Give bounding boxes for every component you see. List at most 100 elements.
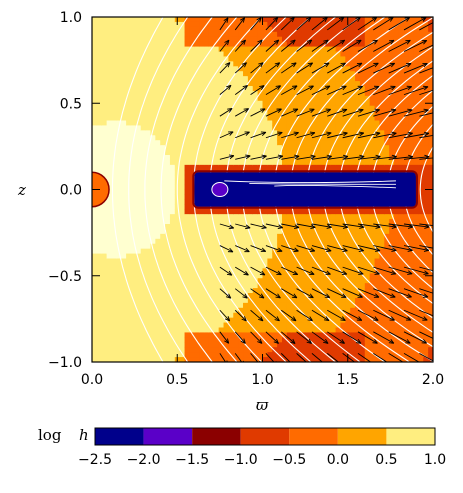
contour-cell	[165, 283, 171, 289]
contour-cell	[247, 288, 254, 294]
contour-cell	[345, 46, 351, 53]
contour-cell	[135, 243, 142, 250]
contour-cell	[204, 273, 210, 279]
contour-cell	[267, 100, 273, 107]
contour-cell	[111, 169, 117, 176]
contour-cell	[359, 120, 366, 127]
contour-cell	[130, 110, 137, 117]
contour-cell	[121, 194, 127, 200]
contour-cell	[116, 115, 122, 122]
contour-cell	[184, 332, 191, 338]
contour-cell	[194, 41, 200, 48]
contour-cell	[316, 268, 322, 274]
contour-cell	[428, 337, 433, 343]
contour-cell	[335, 332, 342, 338]
contour-cell	[204, 248, 210, 255]
contour-cell	[408, 263, 415, 269]
contour-cell	[218, 86, 225, 92]
contour-cell	[189, 130, 195, 136]
contour-cell	[189, 90, 195, 97]
contour-cell	[184, 110, 191, 117]
contour-cell	[160, 258, 166, 265]
contour-cell	[379, 342, 385, 348]
contour-cell	[121, 293, 127, 299]
contour-cell	[345, 26, 351, 33]
contour-cell	[213, 307, 220, 314]
contour-cell	[169, 233, 176, 240]
contour-cell	[179, 46, 186, 53]
contour-cell	[379, 76, 385, 82]
contour-cell	[325, 297, 332, 304]
contour-cell	[350, 46, 356, 53]
contour-cell	[262, 155, 268, 161]
contour-cell	[306, 159, 312, 166]
velocity-arrow	[250, 309, 264, 322]
contour-cell	[145, 302, 152, 309]
contour-cell	[408, 312, 415, 319]
contour-cell	[364, 76, 371, 82]
contour-cell	[267, 243, 273, 250]
velocity-arrow	[250, 62, 264, 74]
contour-cell	[286, 342, 293, 348]
contour-cell	[208, 100, 215, 107]
contour-cell	[106, 86, 113, 92]
contour-cell	[384, 352, 390, 358]
contour-cell	[423, 219, 429, 225]
contour-cell	[272, 26, 278, 33]
contour-cell	[355, 283, 361, 289]
contour-cell	[169, 169, 176, 176]
contour-cell	[384, 263, 390, 269]
field-line	[111, 17, 164, 190]
contour-cell	[291, 332, 298, 338]
contour-cell	[423, 135, 429, 141]
contour-cell	[262, 219, 268, 225]
contour-cell	[291, 125, 298, 131]
contour-cell	[394, 263, 400, 269]
contour-cell	[340, 31, 346, 38]
contour-cell	[291, 243, 298, 250]
contour-cell	[116, 120, 122, 127]
contour-cell	[174, 233, 181, 240]
contour-cell	[379, 209, 385, 215]
contour-cell	[374, 21, 381, 28]
contour-cell	[389, 278, 395, 284]
contour-cell	[428, 41, 433, 48]
contour-cell	[243, 258, 249, 265]
contour-cell	[155, 95, 161, 102]
contour-cell	[165, 184, 171, 191]
contour-cell	[199, 155, 205, 161]
contour-cell	[174, 51, 181, 58]
contour-cell	[394, 125, 400, 131]
contour-cell	[213, 248, 220, 255]
contour-cell	[418, 26, 424, 33]
contour-cell	[184, 159, 191, 166]
contour-cell	[92, 125, 98, 131]
contour-cell	[101, 159, 108, 166]
contour-cell	[184, 21, 191, 28]
contour-cell	[272, 238, 278, 245]
contour-cell	[106, 145, 113, 151]
contour-cell	[121, 219, 127, 225]
contour-cell	[262, 332, 268, 338]
contour-cell	[306, 71, 312, 77]
contour-cell	[233, 120, 239, 127]
contour-cell	[96, 135, 103, 141]
contour-cell	[194, 297, 200, 304]
contour-cell	[135, 293, 142, 299]
contour-cell	[345, 95, 351, 102]
contour-cell	[204, 253, 210, 260]
contour-cell	[184, 184, 191, 191]
contour-cell	[364, 130, 371, 136]
contour-cell	[384, 31, 390, 38]
contour-cell	[194, 61, 200, 67]
contour-cell	[359, 105, 366, 112]
contour-cell	[379, 86, 385, 92]
contour-cell	[335, 56, 342, 62]
contour-cell	[184, 297, 191, 304]
field-line	[290, 17, 433, 190]
contour-cell	[135, 322, 142, 329]
contour-cell	[208, 61, 215, 67]
contour-cell	[267, 327, 273, 334]
contour-cell	[130, 115, 137, 122]
contour-cell	[96, 278, 103, 284]
